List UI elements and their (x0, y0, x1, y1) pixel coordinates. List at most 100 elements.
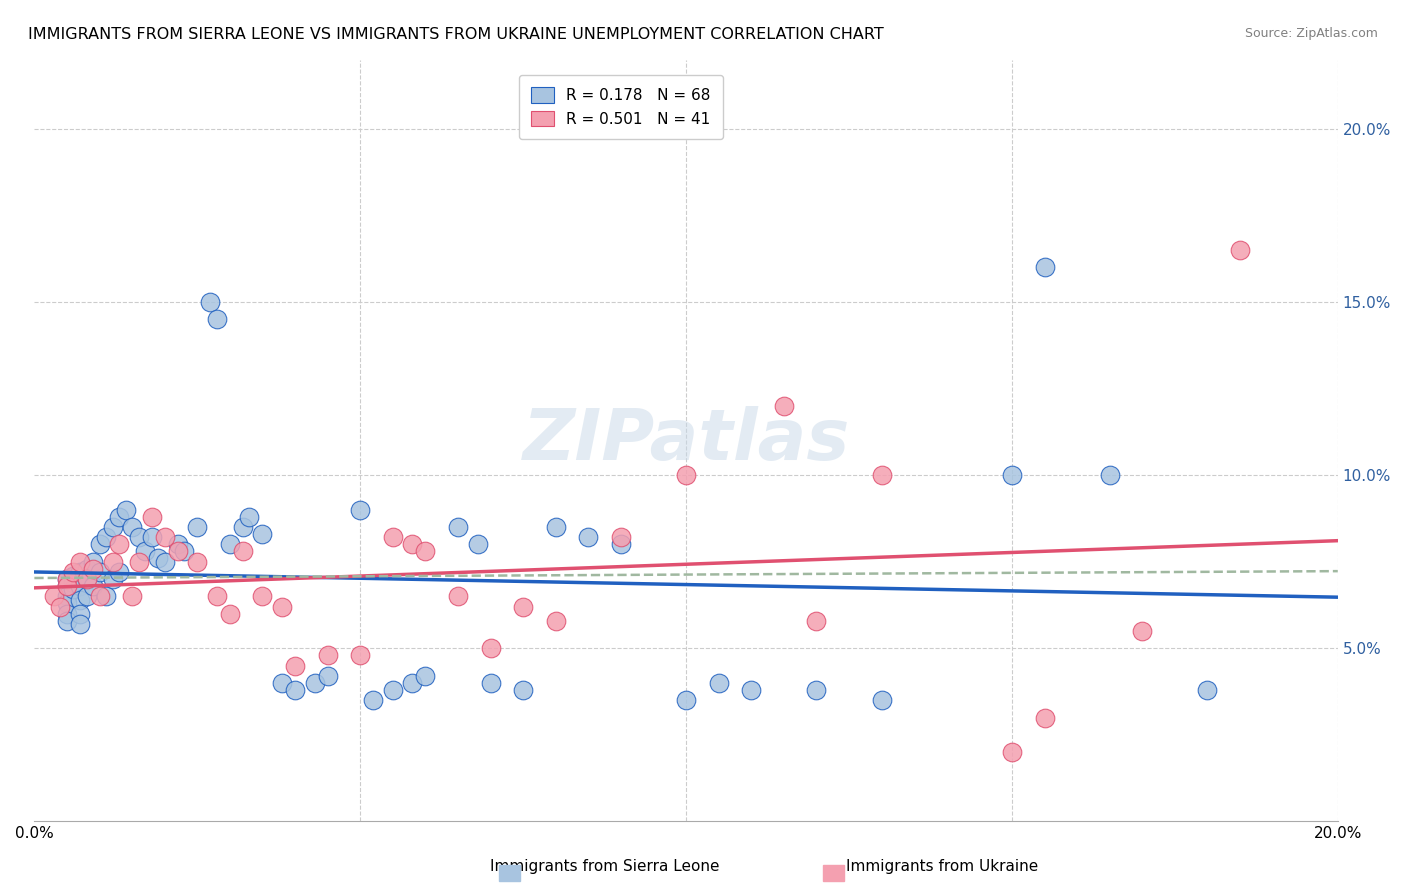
Point (128, 555, 150, 569)
Point (153, 531, 176, 545)
Point (101, 555, 124, 569)
Point (128, 531, 150, 545)
Point (89, 537, 111, 551)
Point (56, 572, 79, 586)
Point (89, 590, 111, 604)
Point (740, 682, 762, 697)
Point (62, 582, 84, 597)
Point (69, 592, 91, 607)
Point (69, 579, 91, 593)
Point (56, 596, 79, 610)
Text: Immigrants from Ukraine: Immigrants from Ukraine (846, 859, 1038, 874)
Point (870, 468, 893, 483)
Point (304, 676, 326, 690)
Point (232, 520, 254, 534)
Text: ZIPatlas: ZIPatlas (523, 406, 849, 475)
Point (62, 565, 84, 579)
Point (1001, 745, 1024, 759)
Point (252, 527, 274, 541)
Point (361, 693, 384, 707)
Point (707, 676, 730, 690)
Point (467, 537, 489, 551)
Point (153, 555, 176, 569)
Point (42, 590, 65, 604)
Point (1033, 710, 1056, 724)
Text: IMMIGRANTS FROM SIERRA LEONE VS IMMIGRANTS FROM UKRAINE UNEMPLOYMENT CORRELATION: IMMIGRANTS FROM SIERRA LEONE VS IMMIGRAN… (28, 27, 884, 42)
Point (82, 562, 104, 576)
Point (173, 544, 195, 558)
Point (82, 555, 104, 569)
Point (479, 676, 502, 690)
Point (76, 572, 98, 586)
Point (675, 468, 697, 483)
Point (141, 509, 163, 524)
Point (415, 669, 437, 683)
Point (49, 599, 72, 614)
Point (806, 614, 828, 628)
Point (134, 544, 156, 558)
Point (772, 399, 794, 413)
Point (576, 531, 599, 545)
Point (56, 614, 79, 628)
Point (76, 590, 98, 604)
Point (56, 590, 79, 604)
Point (62, 575, 84, 590)
Point (610, 537, 633, 551)
Point (101, 572, 124, 586)
Point (166, 537, 188, 551)
Point (69, 607, 91, 621)
Point (69, 617, 91, 632)
Point (381, 531, 404, 545)
Point (62, 568, 84, 582)
Point (219, 607, 242, 621)
Point (544, 614, 567, 628)
Legend: R = 0.178   N = 68, R = 0.501   N = 41: R = 0.178 N = 68, R = 0.501 N = 41 (519, 75, 723, 139)
Point (238, 509, 260, 524)
Text: Source: ZipAtlas.com: Source: ZipAtlas.com (1244, 27, 1378, 40)
Point (1229, 243, 1251, 257)
Point (252, 590, 274, 604)
Point (479, 641, 502, 656)
Point (1033, 260, 1056, 275)
Point (56, 607, 79, 621)
Point (108, 537, 131, 551)
Point (401, 676, 423, 690)
Point (56, 572, 79, 586)
Point (675, 693, 697, 707)
Point (108, 565, 131, 579)
Point (1001, 468, 1024, 483)
Point (316, 648, 339, 663)
Point (94, 531, 117, 545)
Point (1130, 624, 1153, 638)
Text: Immigrants from Sierra Leone: Immigrants from Sierra Leone (489, 859, 720, 874)
Point (316, 669, 339, 683)
Point (401, 537, 423, 551)
Point (284, 658, 307, 673)
Point (114, 503, 136, 517)
Point (806, 682, 828, 697)
Point (381, 682, 404, 697)
Point (870, 693, 893, 707)
Point (121, 590, 143, 604)
Point (205, 590, 228, 604)
Point (219, 537, 242, 551)
Point (544, 520, 567, 534)
Point (108, 509, 131, 524)
Point (121, 520, 143, 534)
Point (284, 682, 307, 697)
Point (56, 579, 79, 593)
Point (200, 295, 222, 310)
Point (76, 562, 98, 576)
Point (349, 648, 371, 663)
Point (101, 520, 124, 534)
Point (1197, 682, 1219, 697)
Point (232, 544, 254, 558)
Point (69, 555, 91, 569)
Point (447, 520, 470, 534)
Point (186, 555, 208, 569)
Point (141, 531, 163, 545)
Point (205, 312, 228, 326)
Point (148, 551, 170, 566)
Point (82, 579, 104, 593)
Point (76, 572, 98, 586)
